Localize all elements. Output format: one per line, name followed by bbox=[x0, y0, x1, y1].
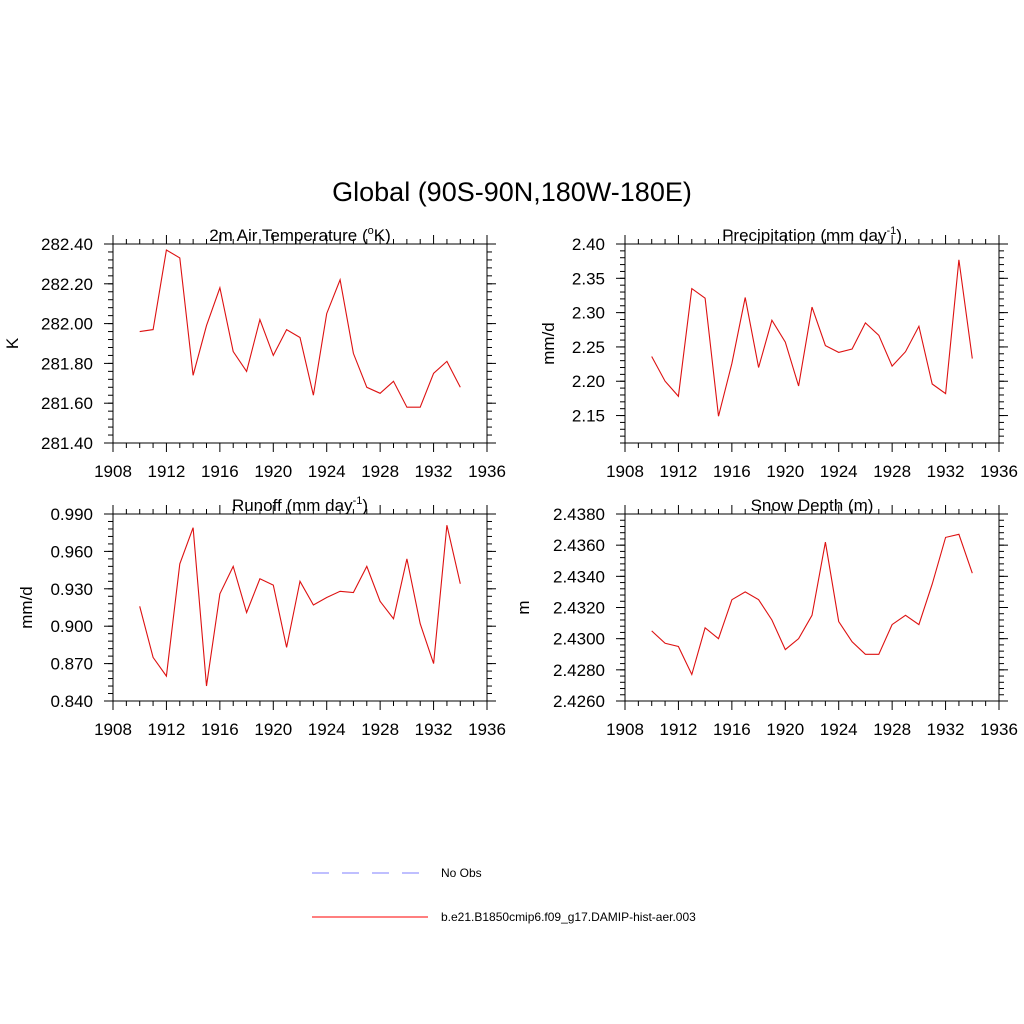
y-axis-label: K bbox=[3, 337, 22, 349]
y-tick-label: 281.40 bbox=[41, 434, 93, 453]
y-axis-label: mm/d bbox=[539, 322, 558, 365]
y-tick-label: 2.40 bbox=[572, 235, 605, 254]
chart-panel: 2m Air Temperature (oK) K 1908 1912 1916 1920… bbox=[3, 225, 506, 481]
y-tick-label: 2.30 bbox=[572, 304, 605, 323]
panel-title: Runoff (mm day-1) bbox=[232, 495, 368, 515]
series-line bbox=[139, 249, 461, 408]
chart-panel: Runoff (mm day-1) mm/d 1908 1912 1916 1920 192… bbox=[17, 495, 506, 739]
y-tick-label: 2.4340 bbox=[553, 567, 605, 586]
y-tick-label: 2.4260 bbox=[553, 692, 605, 711]
legend-label-no-obs: No Obs bbox=[441, 866, 482, 880]
x-tick-label: 1920 bbox=[766, 720, 804, 739]
x-tick-label: 1920 bbox=[254, 462, 292, 481]
y-tick-label: 2.25 bbox=[572, 338, 605, 357]
figure-title: Global (90S-90N,180W-180E) bbox=[332, 177, 692, 207]
plot-frame bbox=[624, 243, 1000, 444]
chart-panel: Precipitation (mm day-1) mm/d 1908 1912 1916… bbox=[539, 225, 1018, 481]
x-tick-label: 1924 bbox=[308, 462, 346, 481]
x-tick-label: 1916 bbox=[713, 462, 751, 481]
x-tick-label: 1936 bbox=[468, 720, 506, 739]
y-tick-label: 282.00 bbox=[41, 315, 93, 334]
x-tick-label: 1932 bbox=[415, 720, 453, 739]
panel-title: Precipitation (mm day-1) bbox=[722, 225, 902, 245]
y-tick-label: 0.840 bbox=[50, 692, 93, 711]
y-tick-label: 2.4380 bbox=[553, 505, 605, 524]
y-tick-label: 0.990 bbox=[50, 505, 93, 524]
y-tick-label: 282.20 bbox=[41, 275, 93, 294]
x-tick-label: 1936 bbox=[468, 462, 506, 481]
x-tick-label: 1908 bbox=[94, 462, 132, 481]
y-axis-label: mm/d bbox=[17, 586, 36, 629]
x-tick-label: 1920 bbox=[254, 720, 292, 739]
x-tick-label: 1932 bbox=[927, 462, 965, 481]
x-tick-label: 1908 bbox=[606, 720, 644, 739]
x-tick-label: 1908 bbox=[606, 462, 644, 481]
series-line bbox=[651, 533, 973, 677]
x-tick-label: 1920 bbox=[766, 462, 804, 481]
x-tick-label: 1912 bbox=[148, 462, 186, 481]
x-tick-label: 1924 bbox=[820, 720, 858, 739]
y-tick-label: 2.4360 bbox=[553, 536, 605, 555]
panel-title: Snow Depth (m) bbox=[751, 496, 874, 515]
x-tick-label: 1932 bbox=[927, 720, 965, 739]
legend: No Obs b.e21.B1850cmip6.f09_g17.DAMIP-hi… bbox=[312, 866, 696, 924]
x-tick-label: 1916 bbox=[201, 720, 239, 739]
x-tick-label: 1912 bbox=[148, 720, 186, 739]
x-tick-label: 1936 bbox=[980, 720, 1018, 739]
plot-frame bbox=[112, 243, 488, 444]
y-tick-label: 0.900 bbox=[50, 617, 93, 636]
chart-panels: 2m Air Temperature (oK) K 1908 1912 1916 1920… bbox=[3, 225, 1018, 739]
x-tick-label: 1928 bbox=[361, 462, 399, 481]
y-tick-label: 0.960 bbox=[50, 542, 93, 561]
x-tick-label: 1924 bbox=[308, 720, 346, 739]
y-tick-label: 2.4280 bbox=[553, 661, 605, 680]
series-line bbox=[139, 525, 461, 687]
x-tick-label: 1912 bbox=[660, 462, 698, 481]
legend-label-model-run: b.e21.B1850cmip6.f09_g17.DAMIP-hist-aer.… bbox=[441, 910, 696, 924]
y-tick-label: 0.930 bbox=[50, 580, 93, 599]
y-tick-label: 2.35 bbox=[572, 269, 605, 288]
y-tick-label: 2.20 bbox=[572, 372, 605, 391]
x-tick-label: 1916 bbox=[201, 462, 239, 481]
plot-frame bbox=[624, 513, 1000, 702]
y-axis-label: m bbox=[514, 600, 533, 614]
x-tick-label: 1928 bbox=[873, 462, 911, 481]
y-tick-label: 2.4320 bbox=[553, 599, 605, 618]
x-tick-label: 1916 bbox=[713, 720, 751, 739]
x-tick-label: 1936 bbox=[980, 462, 1018, 481]
y-tick-label: 281.80 bbox=[41, 354, 93, 373]
series-line bbox=[651, 259, 973, 417]
y-tick-label: 281.60 bbox=[41, 394, 93, 413]
chart-panel: Snow Depth (m) m 1908 1912 1916 1920 1924 1928 1… bbox=[514, 496, 1018, 739]
x-tick-label: 1928 bbox=[361, 720, 399, 739]
x-tick-label: 1932 bbox=[415, 462, 453, 481]
y-tick-label: 0.870 bbox=[50, 655, 93, 674]
x-tick-label: 1924 bbox=[820, 462, 858, 481]
plot-frame bbox=[112, 513, 488, 702]
y-tick-label: 2.15 bbox=[572, 407, 605, 426]
y-tick-label: 282.40 bbox=[41, 235, 93, 254]
x-tick-label: 1908 bbox=[94, 720, 132, 739]
x-tick-label: 1912 bbox=[660, 720, 698, 739]
y-tick-label: 2.4300 bbox=[553, 630, 605, 649]
x-tick-label: 1928 bbox=[873, 720, 911, 739]
panel-title: 2m Air Temperature (oK) bbox=[209, 225, 391, 245]
